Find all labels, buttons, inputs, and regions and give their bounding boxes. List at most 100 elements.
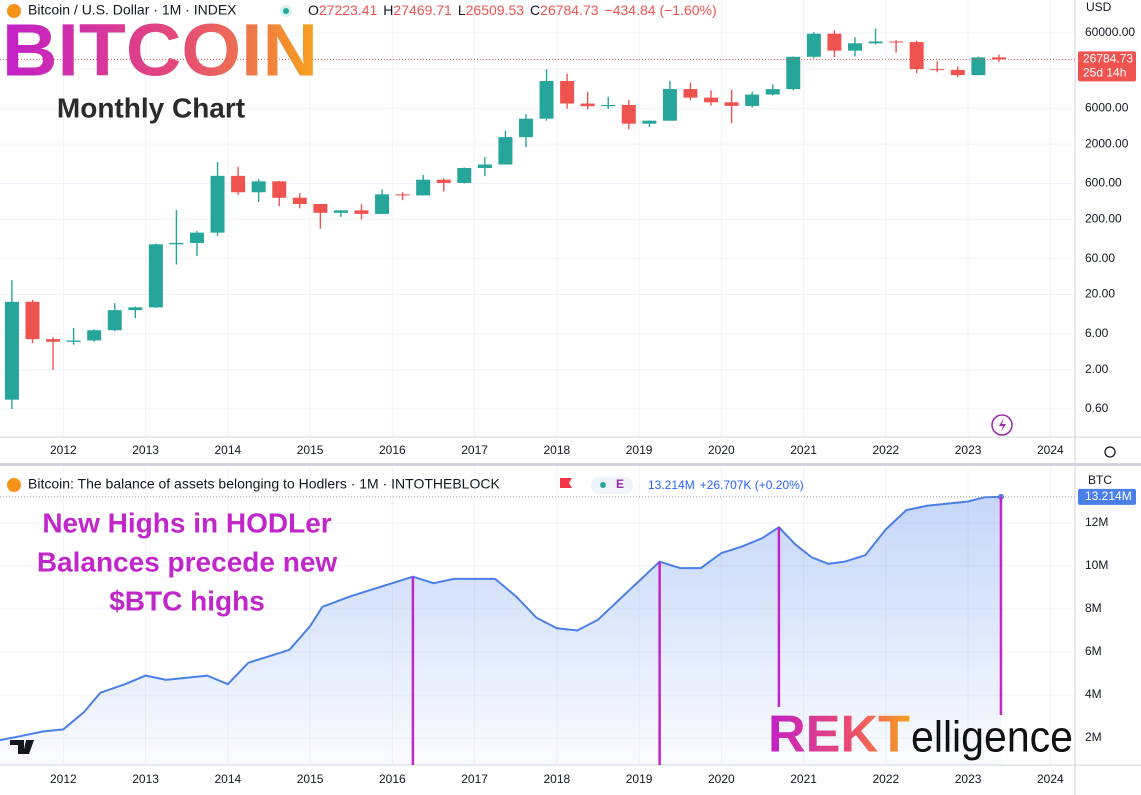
legend-text: −434.84 (−1.60%) [605, 2, 717, 18]
alert-icon[interactable] [991, 414, 1013, 436]
candle-body [724, 102, 739, 106]
y-tick-label: 10M [1085, 558, 1108, 572]
candle-body [169, 242, 184, 245]
x-tick-label: 2024 [1037, 443, 1064, 457]
candle-body [128, 307, 143, 311]
brand-rest: elligence [911, 713, 1073, 762]
candle-body [745, 94, 760, 106]
candle-body [210, 175, 225, 233]
legend-text: +26.707K (+0.20%) [700, 478, 804, 492]
candle-body [375, 194, 390, 214]
bitcoin-icon [7, 478, 21, 492]
x-tick-label: 2022 [872, 772, 899, 786]
candle-body [930, 69, 945, 71]
pane-separator[interactable] [0, 463, 1141, 466]
candle-body [87, 330, 102, 341]
candle-body [806, 33, 821, 57]
candle-body [991, 57, 1006, 60]
y-tick-label: 12M [1085, 515, 1108, 529]
x-tick-label: 2016 [379, 443, 406, 457]
candle-body [4, 301, 19, 400]
badge[interactable] [591, 477, 633, 494]
candle-body [333, 210, 348, 213]
candle-body [950, 69, 965, 76]
candle-body [251, 181, 266, 193]
x-tick-label: 2017 [461, 443, 488, 457]
area-fill [0, 496, 1001, 765]
y-tick-label: 4M [1085, 687, 1102, 701]
candle-body [971, 57, 986, 76]
candle-body [498, 137, 513, 165]
candle-body [847, 43, 862, 51]
flag-icon[interactable] [560, 478, 572, 488]
x-tick-label: 2020 [708, 443, 735, 457]
candle-body [107, 310, 122, 331]
last-value-tag [1078, 488, 1136, 505]
y-tick-label: 2000.00 [1085, 136, 1129, 150]
value-legend: 13.214M +26.707K (+0.20%) [648, 478, 804, 492]
x-tick-label: 2021 [790, 772, 817, 786]
legend-text: 27223.41 [319, 2, 378, 18]
candle-body [909, 42, 924, 70]
subtitle: Monthly Chart [57, 92, 245, 123]
candle-body [827, 33, 842, 51]
settings-icon[interactable] [1104, 446, 1116, 458]
x-tick-label: 2019 [626, 772, 653, 786]
y-tick-label: 6.00 [1085, 326, 1109, 340]
y-tick-label: 6M [1085, 644, 1102, 658]
x-tick-label: 2019 [626, 443, 653, 457]
candle-body [601, 104, 616, 107]
bitcoin-icon [7, 4, 21, 18]
candle-body [889, 41, 904, 43]
x-tick-label: 2018 [543, 772, 570, 786]
x-tick-label: 2024 [1037, 772, 1064, 786]
legend-text: O [308, 2, 319, 18]
x-tick-label: 2015 [297, 443, 324, 457]
candle-body [189, 232, 204, 243]
candle-body [642, 120, 657, 124]
annotation: $BTC highs [109, 585, 265, 616]
x-tick-label: 2012 [50, 772, 77, 786]
x-tick-label: 2013 [132, 772, 159, 786]
candle-body [683, 89, 698, 98]
currency-label[interactable]: USD [1086, 0, 1112, 14]
y-tick-label: 60.00 [1085, 251, 1115, 265]
candle-body [272, 181, 287, 198]
y-tick-label: 0.60 [1085, 401, 1109, 415]
y-tick-label: 20.00 [1085, 287, 1115, 301]
annotation: Balances precede new [37, 546, 338, 577]
status-dot [283, 8, 289, 14]
candle-body [580, 103, 595, 107]
legend-text: 26509.53 [466, 2, 525, 18]
candle-body [292, 197, 307, 204]
alert-icon [999, 418, 1006, 432]
unit-label[interactable]: BTC [1088, 473, 1112, 487]
candle-body [518, 118, 533, 138]
annotation: New Highs in HODLer [42, 507, 331, 538]
candle-body [354, 210, 369, 214]
x-tick-label: 2016 [379, 772, 406, 786]
candle-body [46, 339, 61, 342]
x-tick-label: 2023 [955, 772, 982, 786]
last-value-label: 13.214M [1085, 489, 1132, 503]
candle-body [621, 104, 636, 124]
candle-body [786, 56, 801, 90]
y-tick-label: 200.00 [1085, 211, 1122, 225]
legend-text: C [530, 2, 540, 18]
tradingview-logo[interactable] [10, 740, 34, 754]
candle-body [457, 167, 472, 183]
last-price-label: 26784.73 [1083, 52, 1133, 66]
candle-body [148, 244, 163, 308]
candle-body [416, 179, 431, 196]
x-tick-label: 2012 [50, 443, 77, 457]
legend-text: 27469.71 [393, 2, 452, 18]
y-tick-label: 2.00 [1085, 362, 1109, 376]
candle-body [868, 41, 883, 44]
x-tick-label: 2014 [214, 772, 241, 786]
candle-body [66, 340, 81, 342]
candle-body [704, 97, 719, 103]
x-tick-label: 2021 [790, 443, 817, 457]
candle-body [560, 81, 575, 104]
